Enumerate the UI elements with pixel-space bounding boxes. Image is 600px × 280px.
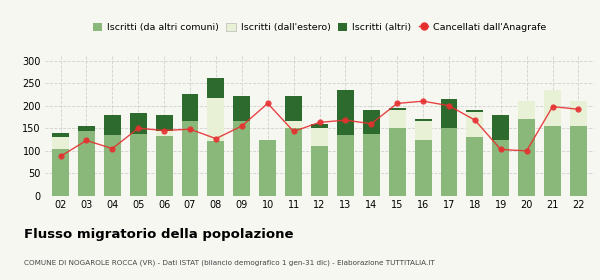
Bar bbox=[311, 124, 328, 128]
Bar bbox=[363, 110, 380, 134]
Bar bbox=[182, 122, 199, 196]
Bar bbox=[415, 122, 431, 139]
Bar bbox=[389, 128, 406, 196]
Bar bbox=[311, 128, 328, 146]
Bar bbox=[78, 130, 95, 196]
Bar bbox=[389, 110, 406, 128]
Bar bbox=[52, 137, 69, 149]
Bar bbox=[337, 135, 354, 196]
Bar bbox=[208, 141, 224, 196]
Bar bbox=[130, 134, 146, 196]
Bar bbox=[182, 94, 199, 122]
Bar bbox=[311, 146, 328, 196]
Bar bbox=[518, 101, 535, 119]
Bar bbox=[389, 108, 406, 110]
Bar bbox=[440, 99, 457, 128]
Bar bbox=[156, 130, 173, 136]
Bar bbox=[156, 136, 173, 196]
Bar bbox=[156, 115, 173, 130]
Bar bbox=[285, 121, 302, 128]
Bar bbox=[570, 101, 587, 126]
Bar bbox=[104, 135, 121, 196]
Bar bbox=[233, 122, 250, 196]
Bar bbox=[466, 110, 483, 113]
Bar bbox=[415, 119, 431, 122]
Bar bbox=[337, 90, 354, 135]
Bar bbox=[440, 128, 457, 196]
Bar bbox=[285, 96, 302, 121]
Bar bbox=[544, 126, 561, 196]
Legend: Iscritti (da altri comuni), Iscritti (dall'estero), Iscritti (altri), Cancellati: Iscritti (da altri comuni), Iscritti (da… bbox=[89, 19, 550, 36]
Bar bbox=[78, 126, 95, 130]
Bar bbox=[52, 149, 69, 196]
Bar bbox=[130, 113, 146, 134]
Bar bbox=[363, 134, 380, 196]
Bar bbox=[104, 115, 121, 135]
Bar bbox=[415, 139, 431, 196]
Bar bbox=[466, 137, 483, 196]
Bar bbox=[493, 115, 509, 139]
Bar bbox=[208, 78, 224, 98]
Bar bbox=[208, 98, 224, 141]
Text: COMUNE DI NOGAROLE ROCCA (VR) - Dati ISTAT (bilancio demografico 1 gen-31 dic) -: COMUNE DI NOGAROLE ROCCA (VR) - Dati IST… bbox=[24, 259, 435, 265]
Bar bbox=[285, 128, 302, 196]
Bar bbox=[259, 139, 276, 196]
Bar bbox=[518, 119, 535, 196]
Bar bbox=[544, 90, 561, 126]
Bar bbox=[493, 139, 509, 196]
Text: Flusso migratorio della popolazione: Flusso migratorio della popolazione bbox=[24, 228, 293, 241]
Bar bbox=[570, 126, 587, 196]
Bar bbox=[52, 133, 69, 137]
Bar bbox=[233, 96, 250, 122]
Bar bbox=[466, 113, 483, 137]
